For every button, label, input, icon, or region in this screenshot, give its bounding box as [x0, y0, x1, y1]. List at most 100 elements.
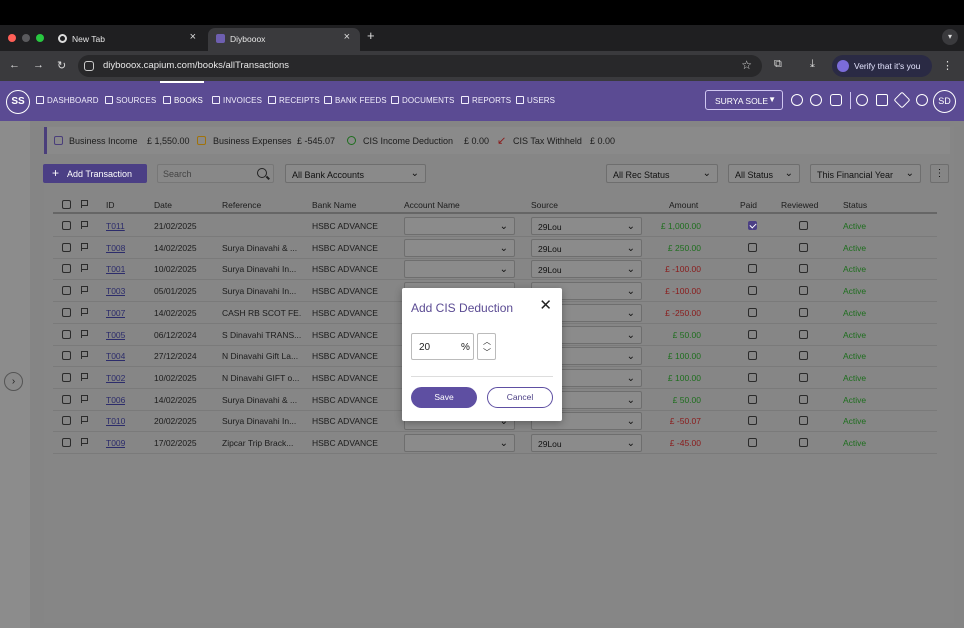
account-name-select[interactable]: ⌄ [404, 238, 515, 257]
forward-arrow-icon[interactable]: → [33, 59, 44, 71]
header-status[interactable]: Status [843, 200, 868, 210]
site-info-icon[interactable] [84, 61, 94, 71]
source-select[interactable]: 29Lou ⌄ [531, 217, 642, 235]
paid-checkbox[interactable] [748, 438, 757, 447]
new-tab-button[interactable]: + [367, 28, 375, 43]
transaction-id-link[interactable]: T005 [106, 329, 126, 340]
header-bank-name[interactable]: Bank Name [312, 200, 357, 210]
transaction-id-link[interactable]: T010 [106, 416, 126, 427]
nav-documents[interactable]: DOCUMENTS [391, 96, 454, 105]
nav-books[interactable]: BOOKS [163, 96, 203, 105]
rec-status-dropdown[interactable]: All Rec Status ⌄ [606, 164, 718, 183]
company-selector[interactable]: SURYA SOLE ▼ [705, 90, 783, 110]
table-row[interactable]: T001 10/02/2025 Surya Dinavahi In... HSBC A… [53, 258, 937, 281]
sidebar-expand-chevron-icon[interactable]: › [4, 372, 23, 391]
flag-icon[interactable] [81, 264, 88, 273]
history-icon[interactable] [810, 94, 822, 106]
flag-icon[interactable] [81, 394, 88, 403]
reviewed-checkbox[interactable] [799, 242, 808, 252]
window-zoom-button[interactable] [36, 34, 44, 42]
browser-tab-new-tab[interactable]: New Tab × [50, 28, 206, 51]
reviewed-checkbox[interactable] [799, 372, 808, 382]
paid-checkbox[interactable] [748, 286, 757, 296]
window-close-button[interactable] [8, 34, 16, 42]
paid-checkbox[interactable] [748, 307, 757, 317]
gear-icon[interactable] [830, 94, 842, 106]
nav-dashboard[interactable]: DASHBOARD [36, 96, 99, 105]
flag-icon[interactable] [81, 438, 88, 446]
capium-icon[interactable] [856, 94, 868, 106]
back-arrow-icon[interactable]: ← [9, 59, 20, 71]
reload-icon[interactable]: ↻ [57, 60, 67, 72]
table-row[interactable]: T011 21/02/2025 HSBC ADVANCE ⌄ 29Lou ⌄ £ 1,000… [53, 215, 937, 237]
transaction-id-link[interactable]: T007 [106, 307, 126, 318]
flag-icon[interactable] [81, 221, 88, 229]
nav-bank-feeds[interactable]: BANK FEEDS [324, 96, 387, 105]
paid-checkbox[interactable] [748, 221, 757, 230]
row-select-checkbox[interactable] [62, 438, 71, 447]
nav-reports[interactable]: REPORTS [461, 96, 511, 105]
account-name-select[interactable]: ⌄ [404, 260, 515, 279]
url-text[interactable]: diybooox.capium.com/books/allTransaction… [103, 60, 290, 71]
transaction-id-link[interactable]: T008 [106, 242, 126, 253]
reviewed-checkbox[interactable] [799, 416, 808, 426]
reviewed-checkbox[interactable] [799, 438, 808, 447]
nav-sources[interactable]: SOURCES [105, 96, 156, 105]
browser-tab-diybooox[interactable]: Diybooox × [208, 28, 360, 51]
add-transaction-button[interactable]: + Add Transaction [43, 164, 147, 183]
help-icon[interactable] [916, 94, 928, 106]
reviewed-checkbox[interactable] [799, 329, 808, 339]
row-select-checkbox[interactable] [62, 221, 71, 230]
flag-icon[interactable] [81, 351, 88, 360]
reviewed-checkbox[interactable] [799, 351, 808, 361]
bookmark-star-icon[interactable]: ☆ [741, 58, 752, 72]
status-dropdown[interactable]: All Status ⌄ [728, 164, 800, 183]
row-select-checkbox[interactable] [62, 242, 71, 252]
percentage-stepper[interactable]: ︿ ﹀ [477, 333, 496, 360]
search-icon[interactable] [257, 168, 267, 178]
header-source[interactable]: Source [531, 200, 558, 210]
row-select-checkbox[interactable] [62, 286, 71, 296]
app-logo[interactable]: SS [6, 90, 30, 114]
reviewed-checkbox[interactable] [799, 264, 808, 274]
transaction-id-link[interactable]: T006 [106, 394, 126, 405]
user-avatar[interactable]: SD [933, 90, 956, 113]
transaction-id-link[interactable]: T004 [106, 351, 126, 362]
extensions-icon[interactable]: ⧉ [774, 58, 782, 70]
flag-icon[interactable] [81, 286, 88, 295]
reviewed-checkbox[interactable] [799, 307, 808, 317]
close-icon[interactable]: × [189, 31, 196, 43]
paid-checkbox[interactable] [748, 372, 757, 382]
address-bar[interactable]: diybooox.capium.com/books/allTransaction… [78, 55, 762, 77]
flag-icon[interactable] [81, 307, 88, 316]
header-id[interactable]: ID [106, 200, 115, 210]
cis-percentage-value[interactable]: 20 [419, 342, 431, 353]
header-paid[interactable]: Paid [740, 200, 758, 210]
more-options-icon[interactable]: ⋮ [930, 164, 949, 183]
reviewed-checkbox[interactable] [799, 286, 808, 296]
direction-icon[interactable] [893, 91, 911, 109]
close-icon[interactable]: ✕ [539, 297, 552, 314]
transaction-id-link[interactable]: T001 [106, 264, 126, 275]
verify-identity-chip[interactable]: Verify that it's you [832, 55, 932, 77]
row-select-checkbox[interactable] [62, 416, 71, 426]
browser-menu-icon[interactable]: ⋮ [942, 60, 953, 72]
close-icon[interactable]: × [343, 31, 350, 43]
transaction-id-link[interactable]: T002 [106, 372, 126, 383]
row-select-checkbox[interactable] [62, 351, 71, 361]
add-circle-icon[interactable] [791, 94, 803, 106]
bank-accounts-dropdown[interactable]: All Bank Accounts ⌄ [285, 164, 426, 183]
window-minimize-button[interactable] [22, 34, 30, 42]
flag-icon[interactable] [81, 329, 88, 338]
flag-icon[interactable] [81, 242, 88, 251]
paid-checkbox[interactable] [748, 394, 757, 404]
header-amount[interactable]: Amount [669, 200, 699, 210]
row-select-checkbox[interactable] [62, 329, 71, 339]
nav-invoices[interactable]: INVOICES [212, 96, 262, 105]
source-select[interactable]: 29Lou ⌄ [531, 260, 642, 279]
cancel-button[interactable]: Cancel [487, 387, 553, 408]
transaction-id-link[interactable]: T011 [106, 221, 125, 231]
search-input[interactable] [163, 168, 243, 180]
download-icon[interactable]: ⤓ [810, 58, 815, 70]
tab-search-chevron-icon[interactable]: ▾ [942, 29, 958, 45]
